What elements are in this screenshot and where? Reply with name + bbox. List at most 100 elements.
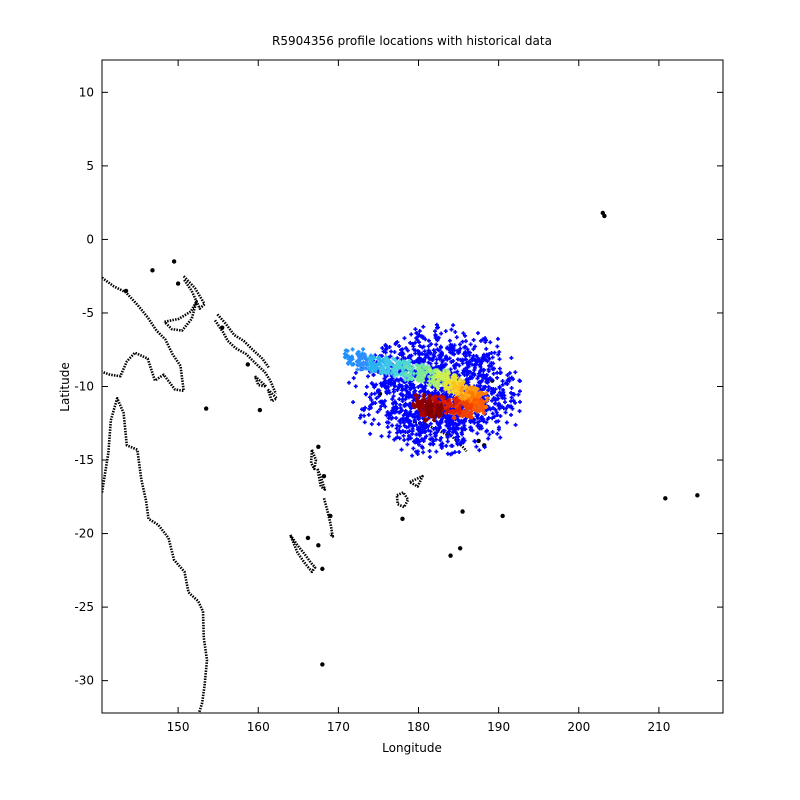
historical-point bbox=[487, 351, 492, 356]
historical-point bbox=[477, 419, 482, 424]
profile-point bbox=[456, 398, 461, 403]
historical-point bbox=[470, 358, 475, 363]
historical-point bbox=[366, 374, 371, 379]
historical-point bbox=[481, 352, 486, 357]
historical-point bbox=[485, 359, 490, 364]
historical-point bbox=[401, 433, 406, 438]
historical-point bbox=[474, 362, 479, 367]
historical-point bbox=[376, 394, 381, 399]
historical-point bbox=[472, 372, 477, 377]
x-tick-label: 210 bbox=[647, 720, 670, 734]
historical-point bbox=[509, 385, 514, 390]
historical-point bbox=[440, 358, 445, 363]
historical-point bbox=[489, 386, 494, 391]
historical-point bbox=[453, 330, 458, 335]
profile-point bbox=[473, 397, 478, 402]
historical-point bbox=[408, 383, 413, 388]
profile-point bbox=[458, 377, 463, 382]
historical-point bbox=[503, 410, 508, 415]
historical-point bbox=[448, 350, 453, 355]
historical-point bbox=[459, 426, 464, 431]
historical-point bbox=[517, 389, 522, 394]
profile-point bbox=[426, 404, 431, 409]
historical-point bbox=[405, 348, 410, 353]
historical-point bbox=[474, 353, 479, 358]
profile-point bbox=[449, 410, 454, 415]
historical-point bbox=[414, 449, 419, 454]
profile-point bbox=[457, 404, 462, 409]
historical-point bbox=[444, 355, 449, 360]
historical-point bbox=[401, 416, 406, 421]
historical-point bbox=[431, 355, 436, 360]
profile-point bbox=[421, 374, 426, 379]
historical-point bbox=[395, 406, 400, 411]
profile-point bbox=[450, 374, 455, 379]
historical-point bbox=[493, 401, 498, 406]
historical-point bbox=[416, 432, 421, 437]
historical-point bbox=[418, 389, 423, 394]
profile-point bbox=[355, 367, 360, 372]
profile-point bbox=[357, 352, 362, 357]
historical-point bbox=[414, 409, 419, 414]
historical-point bbox=[476, 413, 481, 418]
historical-point bbox=[368, 431, 373, 436]
historical-point bbox=[412, 385, 417, 390]
profile-point bbox=[373, 368, 378, 373]
historical-point bbox=[435, 325, 440, 330]
y-axis: 10 5 0 -5 -10 -15 -20 -25 -30 bbox=[74, 85, 723, 688]
historical-point bbox=[410, 453, 415, 458]
historical-point bbox=[402, 336, 407, 341]
historical-point bbox=[484, 376, 489, 381]
historical-point bbox=[450, 451, 455, 456]
historical-point bbox=[454, 431, 459, 436]
profile-point bbox=[408, 365, 413, 370]
historical-point bbox=[411, 446, 416, 451]
historical-point bbox=[437, 353, 442, 358]
profile-point bbox=[419, 362, 424, 367]
historical-point bbox=[497, 350, 502, 355]
profile-point bbox=[392, 373, 397, 378]
x-axis: 150 160 170 180 190 200 210 bbox=[167, 60, 670, 734]
new-caledonia-coast bbox=[289, 534, 317, 574]
vanuatu-central-coast bbox=[316, 468, 327, 491]
profile-point bbox=[407, 358, 412, 363]
historical-point bbox=[486, 384, 491, 389]
historical-point bbox=[396, 378, 401, 383]
profile-point bbox=[463, 405, 468, 410]
historical-point bbox=[391, 389, 396, 394]
profile-point bbox=[403, 377, 408, 382]
historical-point bbox=[489, 351, 494, 356]
historical-point bbox=[444, 391, 449, 396]
island-marker bbox=[316, 444, 321, 449]
historical-point bbox=[379, 404, 384, 409]
historical-point bbox=[439, 445, 444, 450]
historical-point bbox=[511, 398, 516, 403]
historical-point bbox=[405, 412, 410, 417]
historical-point bbox=[464, 357, 469, 362]
historical-point bbox=[455, 417, 460, 422]
historical-point bbox=[362, 420, 367, 425]
historical-point bbox=[504, 420, 509, 425]
historical-point bbox=[443, 415, 448, 420]
profile-point bbox=[361, 347, 366, 352]
historical-point bbox=[452, 450, 457, 455]
historical-point bbox=[476, 422, 481, 427]
historical-point bbox=[454, 335, 459, 340]
historical-point bbox=[458, 357, 463, 362]
profile-point bbox=[367, 366, 372, 371]
historical-point bbox=[397, 428, 402, 433]
historical-point bbox=[513, 370, 518, 375]
historical-point bbox=[381, 381, 386, 386]
profile-point bbox=[446, 379, 451, 384]
guadalcanal-coast bbox=[253, 375, 268, 388]
profile-point bbox=[445, 407, 450, 412]
historical-point bbox=[430, 385, 435, 390]
island-marker bbox=[457, 546, 463, 551]
historical-point bbox=[467, 353, 472, 358]
historical-point bbox=[397, 344, 402, 349]
historical-point bbox=[482, 355, 487, 360]
historical-point bbox=[410, 426, 415, 431]
historical-point bbox=[436, 348, 441, 353]
historical-point bbox=[498, 370, 503, 375]
australia-coast bbox=[102, 396, 209, 713]
